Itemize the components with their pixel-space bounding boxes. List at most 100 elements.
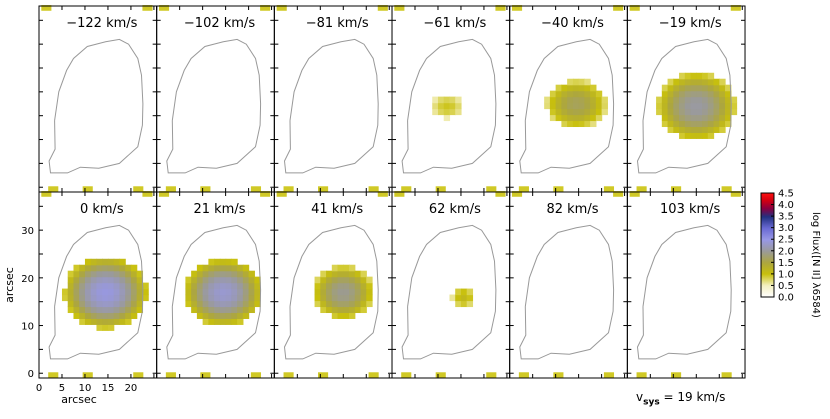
channel-panel: −122 km/s (38, 5, 158, 193)
emission-pixel (107, 276, 115, 284)
panel-frame (509, 191, 628, 379)
emission-pixel (96, 318, 103, 325)
colorbar-tick-label: 4.5 (778, 189, 794, 200)
emission-pixel (679, 72, 686, 80)
emission-pixel (79, 300, 86, 308)
emission-pixel (460, 300, 468, 308)
emission-pixel (214, 312, 221, 319)
emission-pixel (366, 282, 373, 290)
emission-pixel (725, 96, 732, 104)
emission-pixel (90, 300, 98, 308)
emission-pixel (572, 120, 580, 128)
emission-pixel (119, 306, 126, 314)
emission-pixel (679, 126, 686, 133)
emission-pixel (320, 288, 327, 296)
emission-pixel (113, 282, 121, 290)
galaxy-contour (519, 38, 615, 174)
emission-pixel (449, 96, 456, 104)
emission-pixel (713, 120, 720, 128)
emission-pixel (667, 120, 674, 128)
emission-pixel (242, 264, 250, 272)
emission-pixel (225, 264, 232, 272)
galaxy-contour (166, 38, 262, 174)
edge-mark (603, 372, 615, 378)
emission-pixel (84, 276, 92, 284)
emission-pixel (690, 84, 697, 92)
emission-pixel (549, 102, 557, 110)
emission-pixel (684, 84, 692, 92)
emission-pixel (237, 306, 244, 314)
edge-mark (435, 372, 446, 378)
emission-pixel (73, 270, 80, 278)
emission-pixel (702, 84, 709, 92)
emission-pixel (90, 264, 98, 272)
emission-pixel (84, 270, 92, 278)
emission-pixel (567, 96, 574, 104)
emission-pixel (125, 306, 132, 314)
emission-pixel (713, 78, 720, 86)
emission-pixel (248, 282, 255, 290)
emission-pixel (713, 126, 720, 133)
emission-pixel (214, 270, 221, 278)
emission-pixel (219, 312, 227, 319)
emission-pixel (84, 312, 92, 319)
channel-panel: 21 km/s (156, 191, 275, 379)
emission-pixel (349, 288, 356, 296)
emission-pixel (225, 318, 232, 325)
edge-mark (730, 191, 741, 197)
colorbar-label: log Flux([N II] λ6584) (810, 212, 821, 318)
emission-pixel (119, 270, 126, 278)
emission-pixel (84, 282, 92, 290)
emission-pixel (67, 288, 75, 296)
x-tick-label: 5 (59, 383, 65, 394)
velocity-label: −122 km/s (66, 16, 137, 31)
emission-pixel (136, 270, 144, 278)
emission-pixel (713, 96, 720, 104)
emission-pixel (590, 108, 597, 116)
emission-pixel (237, 276, 244, 284)
emission-pixel (90, 312, 98, 319)
emission-pixel (242, 270, 250, 278)
emission-pixel (185, 282, 192, 290)
emission-pixel (125, 300, 132, 308)
emission-pixel (343, 288, 350, 296)
emission-pixel (73, 264, 80, 272)
emission-pixel (578, 84, 585, 92)
edge-mark (142, 191, 153, 197)
emission-pixel (673, 102, 680, 110)
emission-pixel (130, 294, 138, 302)
emission-pixel (130, 270, 138, 278)
emission-pixel (113, 306, 121, 314)
emission-pixel (125, 294, 132, 302)
emission-pixel (208, 294, 215, 302)
emission-pixel (561, 120, 568, 128)
edge-mark (318, 372, 329, 378)
edge-mark (41, 191, 52, 197)
channel-panel: 0 km/s (38, 191, 158, 379)
emission-pixel (679, 84, 686, 92)
emission-pixel (219, 276, 227, 284)
emission-pixel (242, 300, 250, 308)
emission-pixel (331, 276, 339, 284)
emission-pixel (214, 258, 221, 266)
emission-pixel (320, 300, 327, 308)
emission-pixel (84, 294, 92, 302)
emission-pixel (202, 300, 209, 308)
emission-pixel (102, 324, 109, 331)
galaxy-contour (636, 224, 732, 360)
emission-pixel (136, 282, 144, 290)
emission-pixel (196, 288, 204, 296)
emission-pixel (237, 294, 244, 302)
emission-pixel (225, 306, 232, 314)
emission-pixel (237, 264, 244, 272)
emission-pixel (102, 306, 109, 314)
emission-pixel (595, 96, 603, 104)
emission-pixel (595, 102, 603, 110)
emission-pixel (202, 270, 209, 278)
velocity-label: −19 km/s (659, 16, 722, 31)
emission-pixel (360, 270, 367, 278)
emission-pixel (349, 306, 356, 314)
emission-pixel (231, 294, 238, 302)
emission-pixel (119, 276, 126, 284)
emission-pixel (314, 288, 321, 296)
